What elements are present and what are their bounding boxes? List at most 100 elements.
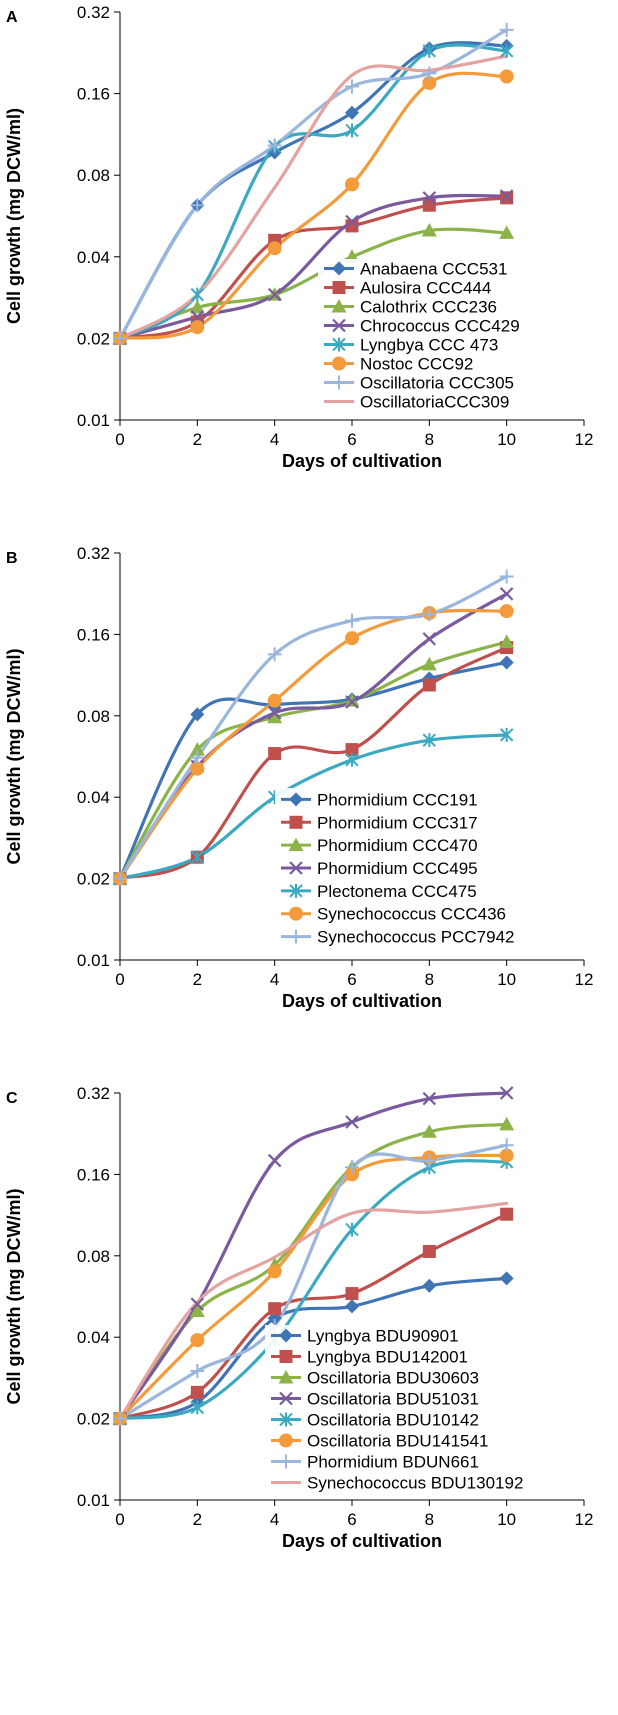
data-point <box>268 747 282 761</box>
data-point <box>499 655 514 670</box>
legend-swatch-marker <box>332 261 346 276</box>
legend-swatch-marker <box>279 1433 293 1448</box>
data-point <box>422 1244 436 1258</box>
legend-entry-label: Calothrix CCC236 <box>360 298 497 317</box>
data-point <box>499 1116 515 1131</box>
data-point <box>499 727 514 742</box>
legend-entry-label: Chrococcus CCC429 <box>360 317 520 336</box>
y-tick-label: 0.04 <box>77 1328 110 1347</box>
y-tick-label: 0.02 <box>77 870 110 889</box>
legend: Phormidium CCC191 Phormidium CCC317 Phormi… <box>275 788 565 948</box>
series-markers <box>113 69 514 346</box>
legend-entry-label: Synechococcus CCC436 <box>317 905 506 924</box>
x-tick-label: 10 <box>497 1510 516 1529</box>
y-tick-label: 0.08 <box>77 1247 110 1266</box>
data-point <box>345 1160 359 1175</box>
y-tick-label: 0.32 <box>77 3 110 22</box>
series-line <box>118 28 509 340</box>
data-point <box>190 287 205 302</box>
legend-entry-label: Aulosira CCC444 <box>360 279 491 298</box>
data-point <box>345 1299 359 1314</box>
legend-swatch-marker <box>289 792 303 807</box>
data-point <box>113 871 127 886</box>
data-point <box>190 761 205 776</box>
data-point <box>345 123 359 138</box>
data-point <box>499 189 514 203</box>
data-point <box>189 1303 205 1317</box>
legend-entry-label: Synechococcus BDU130192 <box>307 1474 523 1493</box>
data-point <box>190 1363 205 1378</box>
legend-background <box>265 1325 535 1493</box>
data-point <box>345 177 359 192</box>
x-tick-label: 0 <box>115 430 124 449</box>
y-axis-label: Cell growth (mg DCW/ml) <box>4 1189 24 1405</box>
data-point <box>499 225 515 239</box>
data-point <box>345 219 359 233</box>
data-point <box>345 1167 359 1182</box>
data-point <box>422 76 437 91</box>
legend-swatch-marker <box>279 1454 293 1469</box>
legend-swatch-marker <box>332 318 346 333</box>
x-tick-label: 8 <box>425 970 434 989</box>
x-axis-label: Days of cultivation <box>282 451 442 471</box>
data-point <box>422 198 436 212</box>
x-tick-label: 2 <box>193 430 202 449</box>
legend-swatch-marker <box>332 356 346 371</box>
y-tick-label: 0.02 <box>77 329 110 348</box>
y-tick-label: 0.32 <box>77 544 110 563</box>
data-point <box>267 287 282 302</box>
legend: Lyngbya BDU90901 Lyngbya BDU142001 Oscilla… <box>265 1325 535 1493</box>
data-point <box>345 631 359 646</box>
x-tick-label: 2 <box>193 1510 202 1529</box>
panel-label: C <box>6 1090 18 1107</box>
data-point <box>422 678 436 692</box>
series-line <box>118 1201 509 1421</box>
data-point <box>113 1411 127 1426</box>
legend-entry-label: Lyngbya CCC 473 <box>360 336 498 355</box>
x-tick-label: 4 <box>270 430 279 449</box>
y-tick-label: 0.16 <box>77 625 110 644</box>
legend-entry-label: Oscillatoria BDU51031 <box>307 1390 479 1409</box>
data-point <box>345 695 359 709</box>
legend-entry-label: Phormidium CCC191 <box>317 790 478 809</box>
legend-entry-label: Oscillatoria BDU141541 <box>307 1432 488 1451</box>
data-point <box>190 198 205 213</box>
legend-swatch-marker <box>279 1350 293 1363</box>
data-point <box>421 223 437 237</box>
y-tick-label: 0.02 <box>77 1410 110 1429</box>
y-tick-label: 0.08 <box>77 166 110 185</box>
data-point <box>267 647 282 662</box>
legend-entry-label: OscillatoriaCCC309 <box>360 393 509 412</box>
series-line <box>118 1212 509 1421</box>
chart-panel-c: C 0.01 0.02 0.04 0.08 0.16 0.32 0 2 4 6 8 10 12 Days o… <box>4 1084 593 1551</box>
legend-swatch-marker <box>331 299 347 313</box>
data-point <box>499 1086 514 1100</box>
x-tick-label: 2 <box>193 970 202 989</box>
data-point <box>190 310 205 324</box>
legend-swatch-marker <box>289 906 303 921</box>
legend-entry-label: Plectonema CCC475 <box>317 882 477 901</box>
chart-panel-a: A 0.01 0.02 0.04 0.08 0.16 0.32 0 2 4 6 8 10 12 Days o… <box>4 3 593 471</box>
data-point <box>499 1148 514 1163</box>
legend-entry-label: Oscillatoria CCC305 <box>360 374 514 393</box>
y-tick-label: 0.04 <box>77 788 110 807</box>
legend-swatch-marker <box>289 929 303 944</box>
y-tick-label: 0.32 <box>77 1084 110 1103</box>
legend-entry-label: Nostoc CCC92 <box>360 355 473 374</box>
data-point <box>189 300 205 314</box>
data-point <box>499 1138 514 1153</box>
series-markers <box>113 569 514 886</box>
data-point <box>345 214 359 229</box>
x-tick-label: 0 <box>115 1510 124 1529</box>
data-point <box>267 241 282 256</box>
legend-swatch-marker <box>289 815 303 829</box>
data-point <box>268 1302 282 1316</box>
data-point <box>345 613 359 628</box>
x-axis-label: Days of cultivation <box>282 1531 442 1551</box>
data-point <box>113 331 127 346</box>
legend-entry-label: Synechococcus PCC7942 <box>317 928 515 947</box>
x-tick-label: 8 <box>425 430 434 449</box>
y-axis-label: Cell growth (mg DCW/ml) <box>4 649 24 865</box>
